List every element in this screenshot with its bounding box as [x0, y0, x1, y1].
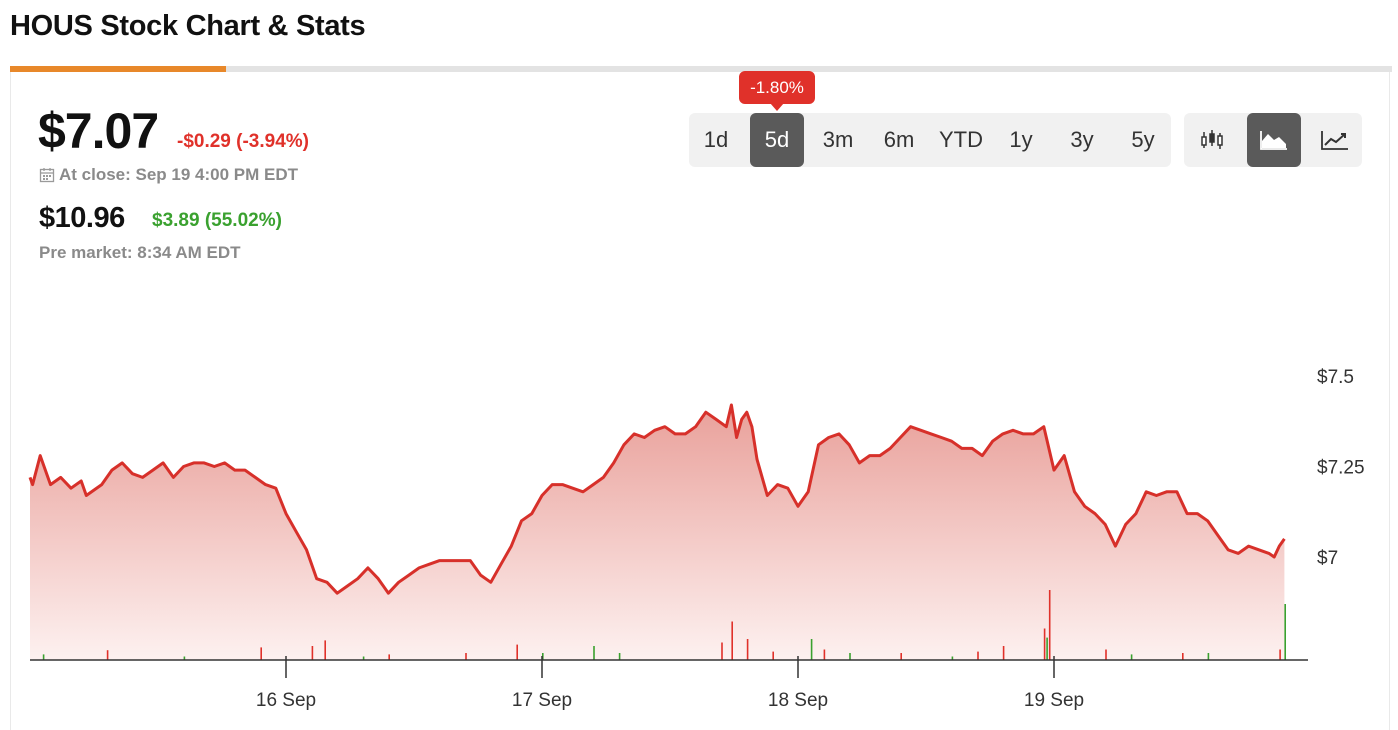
volume-bar [311, 646, 314, 660]
range-button-1d[interactable]: 1d [703, 127, 729, 152]
calendar-icon [39, 168, 55, 183]
volume-bar [1182, 653, 1184, 660]
volume-bar [1048, 590, 1051, 660]
volume-bar [731, 621, 733, 660]
chart-type-selector [1184, 113, 1362, 167]
volume-bar [1105, 649, 1107, 660]
volume-bar [977, 651, 979, 660]
chart-card [10, 72, 1390, 730]
volume-bar [42, 654, 45, 660]
x-tick-label: 17 Sep [512, 690, 572, 711]
price-line [28, 403, 1286, 595]
price-change: -$0.29 (-3.94%) [177, 131, 310, 152]
badge-pointer [770, 103, 784, 111]
range-selector: 1d 5d 3m 6m YTD 1y 3y 5y [689, 113, 1171, 167]
range-button-6m[interactable]: 6m [883, 127, 915, 152]
volume-bar [388, 654, 390, 660]
volume-bar [810, 639, 813, 660]
y-tick-label: $7.25 [1317, 458, 1365, 479]
volume-bar [1002, 646, 1005, 660]
tab-bar [10, 66, 1392, 72]
range-button-5y[interactable]: 5y [1131, 127, 1155, 152]
volume-bar [542, 653, 544, 660]
close-info: At close: Sep 19 4:00 PM EDT [39, 165, 298, 185]
volume-bar [900, 653, 902, 660]
x-tick-label: 18 Sep [768, 690, 828, 711]
y-tick-label: $7.5 [1317, 367, 1354, 388]
volume-bar [465, 653, 467, 660]
area-chart-button[interactable] [1247, 113, 1301, 167]
volume-bar [618, 653, 621, 660]
range-change-badge: -1.80% [739, 71, 815, 104]
x-tick-label: 19 Sep [1024, 690, 1084, 711]
active-tab-indicator[interactable] [10, 66, 226, 72]
volume-bar [746, 639, 749, 660]
x-tick-label: 16 Sep [256, 690, 316, 711]
y-tick-label: $7 [1317, 548, 1338, 569]
volume-bar [1279, 649, 1281, 660]
premarket-price: $10.96 [39, 202, 125, 234]
volume-bar [362, 656, 365, 660]
range-button-1y[interactable]: 1y [1009, 127, 1033, 152]
volume-bar [823, 649, 826, 660]
volume-bar [1284, 604, 1286, 660]
range-button-5d[interactable]: 5d [750, 113, 804, 167]
premarket-change: $3.89 (55.02%) [152, 210, 282, 231]
premarket-info: Pre market: 8:34 AM EDT [39, 243, 241, 262]
volume-bar [951, 656, 954, 660]
volume-bar [1207, 653, 1210, 660]
volume-bar [516, 644, 518, 660]
volume-bar [593, 646, 595, 660]
close-info-text: At close: Sep 19 4:00 PM EDT [59, 165, 299, 184]
volume-bar [849, 653, 851, 660]
volume-bar [1043, 628, 1046, 660]
page-title: HOUS Stock Chart & Stats [10, 10, 366, 42]
volume-bar [183, 656, 186, 660]
candlestick-button[interactable] [1186, 113, 1240, 167]
volume-bar [721, 642, 723, 660]
candlestick-icon [1201, 130, 1223, 149]
range-button-3y[interactable]: 3y [1070, 127, 1094, 152]
price-area [30, 405, 1285, 660]
volume-bar [1130, 654, 1133, 660]
line-chart-button[interactable] [1308, 113, 1362, 167]
current-price: $7.07 [38, 103, 159, 159]
volume-bar [260, 647, 262, 660]
volume-bar [106, 650, 109, 660]
range-button-3m[interactable]: 3m [822, 127, 854, 152]
area-chart-icon [1260, 131, 1287, 150]
volume-bar [772, 651, 774, 660]
volume-bar [324, 640, 326, 660]
line-chart-icon [1321, 131, 1348, 150]
volume-bar [1046, 637, 1048, 660]
range-button-ytd[interactable]: YTD [939, 127, 983, 152]
